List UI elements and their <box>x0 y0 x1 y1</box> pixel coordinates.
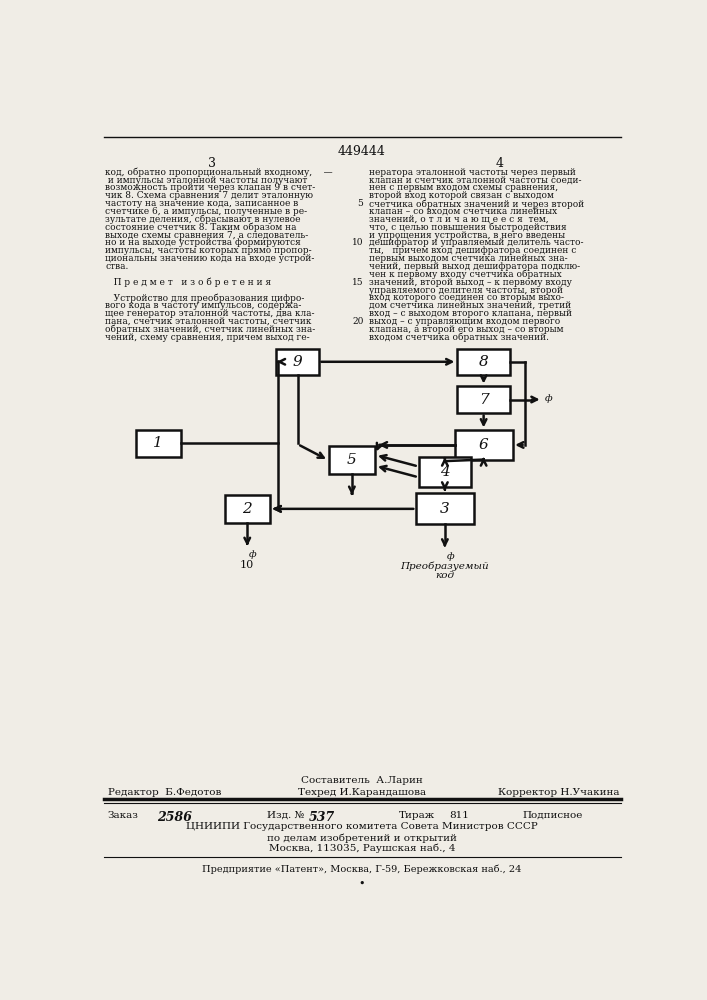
Text: чений, первый выход дешифратора подклю-: чений, первый выход дешифратора подклю- <box>369 262 580 271</box>
FancyBboxPatch shape <box>419 457 472 487</box>
Text: 811: 811 <box>449 811 469 820</box>
Text: пана, счетчик эталонной частоты, счетчик: пана, счетчик эталонной частоты, счетчик <box>105 317 312 326</box>
Text: частоту на значение кода, записанное в: частоту на значение кода, записанное в <box>105 199 298 208</box>
Text: ства.: ства. <box>105 262 129 271</box>
Text: счетчика обратных значений и через второй: счетчика обратных значений и через второ… <box>369 199 584 209</box>
Text: Преобразуемый: Преобразуемый <box>401 561 489 571</box>
Text: 9: 9 <box>293 355 303 369</box>
Text: импульсы, частоты которых прямо пропор-: импульсы, частоты которых прямо пропор- <box>105 246 312 255</box>
Text: 537: 537 <box>309 811 336 824</box>
Text: ф: ф <box>249 550 257 559</box>
FancyBboxPatch shape <box>416 493 474 524</box>
Text: выход – с управляющим входом первого: выход – с управляющим входом первого <box>369 317 560 326</box>
Text: зультате деления, сбрасывают в нулевое: зультате деления, сбрасывают в нулевое <box>105 215 301 224</box>
Text: 10: 10 <box>352 238 363 247</box>
Text: ф: ф <box>545 394 552 403</box>
Text: 6: 6 <box>479 438 489 452</box>
Text: по делам изобретений и открытий: по делам изобретений и открытий <box>267 833 457 843</box>
Text: циональны значению кода на входе устрой-: циональны значению кода на входе устрой- <box>105 254 315 263</box>
Text: Техред И.Карандашова: Техред И.Карандашова <box>298 788 426 797</box>
Text: Предприятие «Патент», Москва, Г-59, Бережковская наб., 24: Предприятие «Патент», Москва, Г-59, Бере… <box>202 865 522 874</box>
Text: нен с первым входом схемы сравнения,: нен с первым входом схемы сравнения, <box>369 183 558 192</box>
FancyBboxPatch shape <box>225 495 270 523</box>
Text: но и на выходе устройства формируются: но и на выходе устройства формируются <box>105 238 301 247</box>
Text: чений, схему сравнения, причем выход ге-: чений, схему сравнения, причем выход ге- <box>105 333 310 342</box>
Text: значений, о т л и ч а ю щ е е с я  тем,: значений, о т л и ч а ю щ е е с я тем, <box>369 215 549 224</box>
FancyBboxPatch shape <box>455 430 513 460</box>
Text: управляемого делителя частоты, второй: управляемого делителя частоты, второй <box>369 286 563 295</box>
FancyBboxPatch shape <box>457 349 510 375</box>
Text: значений, второй выход – к первому входу: значений, второй выход – к первому входу <box>369 278 572 287</box>
Text: Тираж: Тираж <box>398 811 435 820</box>
Text: 10: 10 <box>240 560 255 570</box>
Text: что, с целью повышения быстродействия: что, с целью повышения быстродействия <box>369 223 566 232</box>
Text: клапана, а второй его выход – со вторым: клапана, а второй его выход – со вторым <box>369 325 563 334</box>
Text: 449444: 449444 <box>338 145 386 158</box>
Text: 15: 15 <box>352 278 363 287</box>
Text: дом счетчика линейных значений, третий: дом счетчика линейных значений, третий <box>369 301 571 310</box>
Text: вход – с выходом второго клапана, первый: вход – с выходом второго клапана, первый <box>369 309 572 318</box>
Text: первым выходом счетчика линейных зна-: первым выходом счетчика линейных зна- <box>369 254 568 263</box>
Text: Москва, 113035, Раушская наб., 4: Москва, 113035, Раушская наб., 4 <box>269 844 455 853</box>
Text: Составитель  А.Ларин: Составитель А.Ларин <box>301 776 423 785</box>
Text: Заказ: Заказ <box>107 811 139 820</box>
Text: •: • <box>358 878 366 888</box>
Text: дешифратор и управляемый делитель часто-: дешифратор и управляемый делитель часто- <box>369 238 583 247</box>
Text: 2586: 2586 <box>156 811 192 824</box>
Text: 5: 5 <box>347 453 357 467</box>
Text: нератора эталонной частоты через первый: нератора эталонной частоты через первый <box>369 168 575 177</box>
Text: счетчике 6, а импульсы, полученные в ре-: счетчике 6, а импульсы, полученные в ре- <box>105 207 308 216</box>
Text: 4: 4 <box>440 465 450 479</box>
Text: вого кода в частоту импульсов, содержа-: вого кода в частоту импульсов, содержа- <box>105 301 302 310</box>
Text: возможность пройти через клапан 9 в счет-: возможность пройти через клапан 9 в счет… <box>105 183 315 192</box>
Text: входом счетчика обратных значений.: входом счетчика обратных значений. <box>369 333 549 342</box>
Text: Корректор Н.Учакина: Корректор Н.Учакина <box>498 788 619 797</box>
Text: и импульсы эталонной частоты получают: и импульсы эталонной частоты получают <box>105 176 308 185</box>
Text: ф: ф <box>446 552 454 561</box>
Text: ЦНИИПИ Государственного комитета Совета Министров СССР: ЦНИИПИ Государственного комитета Совета … <box>186 822 538 831</box>
Text: щее генератор эталонной частоты, два кла-: щее генератор эталонной частоты, два кла… <box>105 309 315 318</box>
Text: выходе схемы сравнения 7, а следователь-: выходе схемы сравнения 7, а следователь- <box>105 231 309 240</box>
FancyBboxPatch shape <box>136 430 180 457</box>
Text: клапан – со входом счетчика линейных: клапан – со входом счетчика линейных <box>369 207 557 216</box>
Text: 3: 3 <box>209 157 216 170</box>
FancyBboxPatch shape <box>329 446 375 474</box>
Text: 20: 20 <box>352 317 363 326</box>
Text: вход которого соединен со вторым выхо-: вход которого соединен со вторым выхо- <box>369 293 564 302</box>
Text: и упрощения устройства, в него введены: и упрощения устройства, в него введены <box>369 231 565 240</box>
Text: второй вход которой связан с выходом: второй вход которой связан с выходом <box>369 191 554 200</box>
Text: П р е д м е т   и з о б р е т е н и я: П р е д м е т и з о б р е т е н и я <box>105 278 271 287</box>
Text: 7: 7 <box>479 393 489 407</box>
Text: 4: 4 <box>495 157 503 170</box>
Text: чик 8. Схема сравнения 7 делит эталонную: чик 8. Схема сравнения 7 делит эталонную <box>105 191 313 200</box>
Text: состояние счетчик 8. Таким образом на: состояние счетчик 8. Таким образом на <box>105 223 297 232</box>
Text: Подписное: Подписное <box>522 811 583 820</box>
Text: обратных значений, счетчик линейных зна-: обратных значений, счетчик линейных зна- <box>105 325 315 334</box>
Text: Редактор  Б.Федотов: Редактор Б.Федотов <box>107 788 221 797</box>
Text: 8: 8 <box>479 355 489 369</box>
FancyBboxPatch shape <box>276 349 319 375</box>
Text: 1: 1 <box>153 436 163 450</box>
Text: 3: 3 <box>440 502 450 516</box>
Text: 5: 5 <box>358 199 363 208</box>
FancyBboxPatch shape <box>457 386 510 413</box>
Text: клапан и счетчик эталонной частоты соеди-: клапан и счетчик эталонной частоты соеди… <box>369 176 581 185</box>
Text: чен к первому входу счетчика обратных: чен к первому входу счетчика обратных <box>369 270 561 279</box>
Text: код: код <box>436 571 455 580</box>
Text: Изд. №: Изд. № <box>267 811 304 820</box>
Text: ты,   причем вход дешифратора соединен с: ты, причем вход дешифратора соединен с <box>369 246 576 255</box>
Text: 2: 2 <box>243 502 252 516</box>
Text: код, обратно пропорциональный входному,    —: код, обратно пропорциональный входному, … <box>105 168 333 177</box>
Text: Устройство для преобразования цифро-: Устройство для преобразования цифро- <box>105 293 305 303</box>
